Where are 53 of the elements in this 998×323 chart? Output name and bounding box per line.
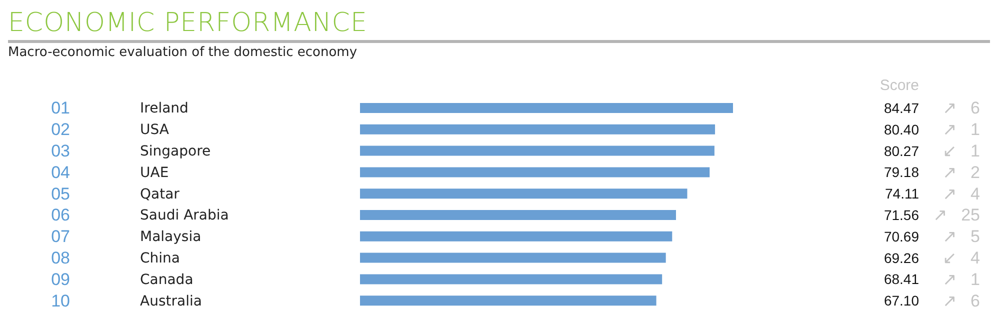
text: 02 bbox=[51, 120, 70, 140]
text: 01 bbox=[51, 98, 70, 118]
bar bbox=[360, 188, 688, 199]
text: Score bbox=[880, 77, 919, 94]
text: ↗ 25 bbox=[932, 206, 980, 225]
text: 08 bbox=[51, 248, 70, 268]
text: ↗ 4 bbox=[942, 184, 980, 204]
bar bbox=[360, 167, 710, 178]
text: 03 bbox=[51, 142, 70, 160]
bar bbox=[360, 146, 714, 156]
text: ↗ 1 bbox=[942, 270, 980, 289]
y-tick-label: USA bbox=[140, 122, 170, 138]
bar bbox=[360, 210, 676, 220]
y-tick-label: Qatar bbox=[140, 186, 180, 202]
text: ↗ 6 bbox=[942, 291, 980, 310]
bar bbox=[360, 296, 656, 306]
data-label: 80.40 bbox=[884, 121, 920, 138]
text: 05 bbox=[51, 184, 70, 204]
data-label: 69.26 bbox=[884, 250, 920, 266]
text: 10 bbox=[51, 291, 70, 310]
y-tick-label: Saudi Arabia bbox=[140, 208, 229, 224]
y-tick-label: Australia bbox=[140, 293, 202, 310]
data-label: 70.69 bbox=[884, 228, 920, 244]
text: ↗ 5 bbox=[942, 227, 980, 246]
bar bbox=[360, 252, 666, 263]
text: 04 bbox=[51, 162, 70, 182]
text: ↗ 6 bbox=[942, 98, 980, 118]
bar bbox=[360, 124, 716, 134]
text: Macro-economic evaluation of the domestic economy bbox=[8, 45, 358, 62]
y-tick-label: Singapore bbox=[140, 144, 211, 160]
bar bbox=[360, 231, 672, 242]
data-label: 74.11 bbox=[885, 186, 920, 202]
text: ↙ 4 bbox=[942, 248, 980, 268]
text: 09 bbox=[51, 270, 70, 289]
text: ↗ 2 bbox=[942, 162, 980, 182]
chart-title: ECONOMIC PERFORMANCE bbox=[8, 8, 990, 43]
text: 06 bbox=[51, 206, 70, 225]
bar bbox=[360, 103, 733, 113]
text: ↙ 1 bbox=[942, 142, 980, 160]
y-tick-label: Malaysia bbox=[140, 229, 202, 246]
text: 07 bbox=[51, 227, 70, 246]
y-tick-label: UAE bbox=[140, 164, 169, 181]
data-label: 67.10 bbox=[884, 292, 920, 309]
data-label: 71.56 bbox=[884, 207, 920, 223]
text: ↗ 1 bbox=[942, 120, 980, 140]
bar bbox=[360, 274, 662, 284]
data-label: 79.18 bbox=[884, 164, 920, 180]
data-label: 84.47 bbox=[884, 100, 920, 116]
data-label: 80.27 bbox=[884, 142, 920, 159]
data-label: 68.41 bbox=[884, 271, 920, 288]
y-tick-label: China bbox=[140, 250, 180, 266]
y-tick-label: Canada bbox=[140, 272, 194, 288]
y-tick-label: Ireland bbox=[140, 100, 188, 117]
